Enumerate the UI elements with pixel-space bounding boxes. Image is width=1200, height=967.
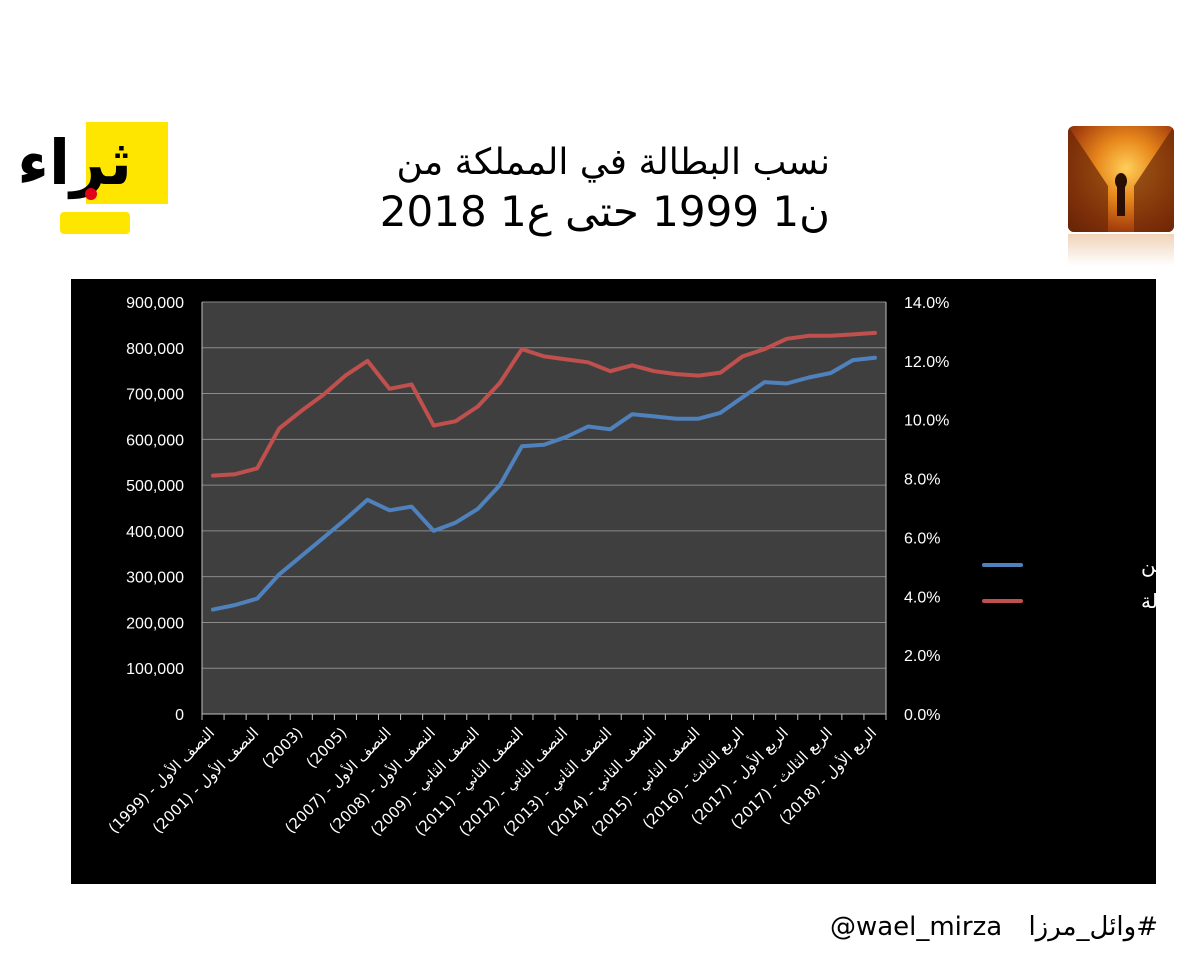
decorative-photo — [1068, 126, 1174, 232]
footer-hashtag: #وائل_مرزا — [1028, 912, 1158, 942]
slide-title: نسب البطالة في المملكة من ن1 1999 حتى ع1… — [300, 140, 830, 238]
legend-label: % البطالة — [1141, 589, 1156, 613]
title-line-1: نسب البطالة في المملكة من — [396, 142, 830, 183]
title-line-2: ن1 1999 حتى ع1 2018 — [379, 187, 830, 236]
y-left-tick-label: 0 — [175, 707, 184, 724]
y-left-tick-label: 600,000 — [126, 432, 184, 449]
y-right-tick-label: 6.0% — [904, 530, 940, 547]
decorative-photo-reflection — [1068, 234, 1174, 266]
footer: @wael_mirza #وائل_مرزا — [700, 912, 1158, 942]
y-right-tick-label: 2.0% — [904, 648, 940, 665]
series-line-unemployed-count — [211, 355, 877, 612]
chart-container: 0 100,000 200,000 300,000 400,000 500,000 600,… — [71, 279, 1156, 884]
logo-red-dot — [85, 188, 97, 200]
brand-logo: ثراء — [17, 122, 168, 237]
y-right-tick-label: 10.0% — [904, 413, 949, 430]
y-right-tick-label: 4.0% — [904, 589, 940, 606]
y-right-tick-label: 8.0% — [904, 472, 940, 489]
y-left-tick-label: 100,000 — [126, 661, 184, 678]
y-right-tick-label: 0.0% — [904, 707, 940, 724]
legend-label: جملة المتعطلين — [1141, 553, 1156, 577]
plot-area — [202, 302, 886, 714]
y-right-tick-label: 14.0% — [904, 295, 949, 312]
y-left-tick-label: 400,000 — [126, 524, 184, 541]
y-left-tick-label: 200,000 — [126, 615, 184, 632]
unemployment-chart: 0 100,000 200,000 300,000 400,000 500,000 600,… — [104, 295, 1156, 840]
y-left-tick-label: 300,000 — [126, 570, 184, 587]
y-left-tick-label: 700,000 — [126, 387, 184, 404]
logo-yellow-bar — [60, 212, 130, 234]
series-line-unemployment-rate — [211, 330, 877, 478]
y-right-tick-label: 12.0% — [904, 354, 949, 371]
logo-yellow-square — [86, 122, 168, 204]
y-left-tick-label: 500,000 — [126, 478, 184, 495]
y-left-tick-label: 900,000 — [126, 295, 184, 312]
footer-handle: @wael_mirza — [829, 912, 1003, 942]
x-tick-label: (2003) — [258, 724, 306, 772]
y-left-tick-label: 800,000 — [126, 341, 184, 358]
logo-text: ثراء — [17, 126, 132, 199]
